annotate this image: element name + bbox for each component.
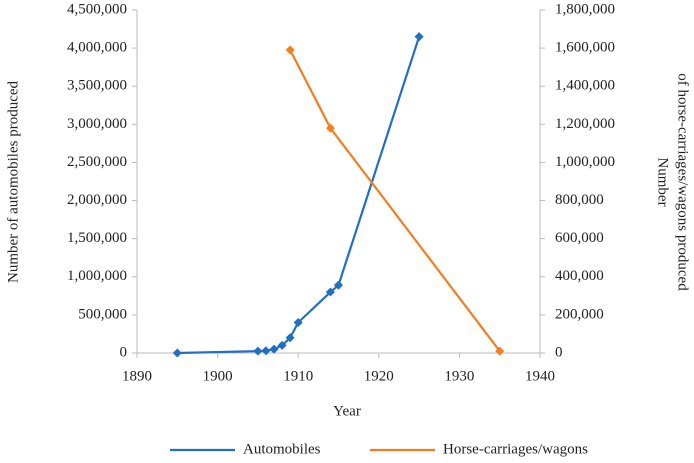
y-tick-label: 1,500,000 — [67, 230, 127, 246]
y2-tick-label: 1,600,000 — [555, 40, 615, 56]
y2-tick-label: 600,000 — [555, 230, 604, 246]
y-tick-label: 3,000,000 — [67, 116, 127, 132]
x-tick-label: 1930 — [444, 368, 474, 384]
y2-tick-label: 1,400,000 — [555, 78, 615, 94]
x-tick-label: 1920 — [364, 368, 394, 384]
x-tick-label: 1940 — [525, 368, 555, 384]
y-tick-label: 4,500,000 — [67, 1, 127, 17]
y2-tick-label: 1,000,000 — [555, 154, 615, 170]
y2-tick-label: 1,200,000 — [555, 116, 615, 132]
y2-axis-label: Number — [655, 157, 671, 206]
y2-tick-label: 1,800,000 — [555, 1, 615, 17]
marker — [414, 32, 424, 42]
y-tick-label: 3,500,000 — [67, 78, 127, 94]
y2-tick-label: 0 — [555, 344, 563, 360]
series-line — [289, 49, 501, 352]
y-tick-label: 2,500,000 — [67, 154, 127, 170]
x-tick-label: 1890 — [122, 368, 152, 384]
legend-label: Automobiles — [243, 441, 321, 457]
marker — [285, 45, 295, 55]
y-tick-label: 4,000,000 — [67, 40, 127, 56]
y2-tick-label: 400,000 — [555, 268, 604, 284]
x-tick-label: 1910 — [283, 368, 313, 384]
x-tick-label: 1900 — [203, 368, 233, 384]
y2-tick-label: 800,000 — [555, 192, 604, 208]
y-axis-label: Number of automobiles produced — [5, 80, 21, 283]
series-line — [177, 36, 421, 355]
marker — [172, 348, 182, 358]
y-tick-label: 2,000,000 — [67, 192, 127, 208]
x-axis-label: Year — [333, 403, 361, 419]
y-tick-label: 500,000 — [78, 306, 127, 322]
legend-label: Horse-carriages/wagons — [443, 441, 588, 457]
marker — [261, 346, 271, 356]
y-tick-label: 0 — [120, 344, 128, 360]
y-tick-label: 1,000,000 — [67, 268, 127, 284]
y2-axis-label: of horse-carriages/wagons produced — [675, 73, 691, 291]
marker — [253, 346, 263, 356]
y2-tick-label: 200,000 — [555, 306, 604, 322]
marker — [269, 344, 279, 354]
